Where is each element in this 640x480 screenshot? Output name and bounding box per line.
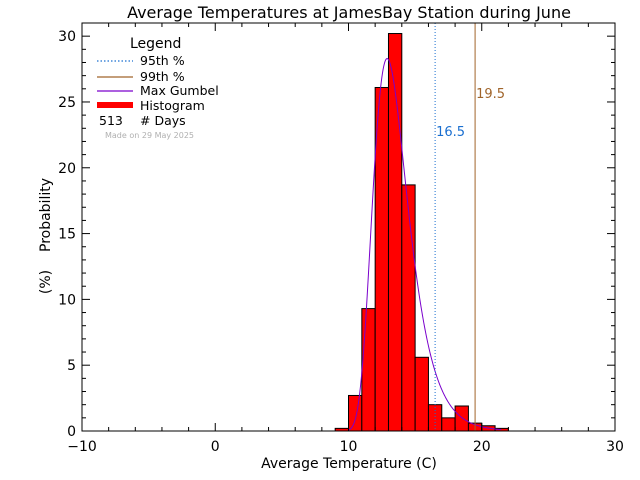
x-tick-label: 30 xyxy=(606,439,624,455)
y-tick-label: 25 xyxy=(58,95,76,111)
y-axis-label-top: Probability xyxy=(38,178,54,252)
legend-title: Legend xyxy=(130,36,181,52)
histogram-bar xyxy=(401,184,416,432)
percentile-label-p95: 16.5 xyxy=(436,125,465,140)
gumbel-curve xyxy=(348,58,502,431)
y-tick-label: 20 xyxy=(58,161,76,177)
x-tick-label: −10 xyxy=(67,439,97,455)
histogram-bar xyxy=(414,356,429,432)
percentile-lines: 16.5 19.5 xyxy=(434,23,505,431)
y-tick-label: 0 xyxy=(67,424,76,440)
y-tick-label: 30 xyxy=(58,29,76,45)
y-axis-label-bottom: (%) xyxy=(38,270,54,294)
histogram-bar xyxy=(361,308,376,432)
histogram-bar xyxy=(441,417,456,432)
legend: Legend 95th % 99th % Max Gumbel Histogra… xyxy=(97,36,219,140)
y-tick-label: 10 xyxy=(58,292,76,308)
legend-label-histogram: Histogram xyxy=(140,98,205,113)
x-tick-label: 10 xyxy=(340,439,358,455)
histogram-bar xyxy=(348,394,363,432)
legend-days-label: # Days xyxy=(140,113,186,128)
chart-title: Average Temperatures at JamesBay Station… xyxy=(127,3,571,22)
x-tick-label: 20 xyxy=(473,439,491,455)
legend-label-gumbel: Max Gumbel xyxy=(140,83,219,98)
percentile-label-p99: 19.5 xyxy=(476,87,505,102)
histogram-bar xyxy=(454,405,469,432)
histogram-bar xyxy=(427,404,443,432)
x-axis-label: Average Temperature (C) xyxy=(261,456,437,472)
histogram-bar xyxy=(374,86,389,432)
y-tick-label: 15 xyxy=(58,227,76,243)
legend-label-95th: 95th % xyxy=(140,53,185,68)
x-tick-label: 0 xyxy=(211,439,220,455)
legend-label-99th: 99th % xyxy=(140,69,185,84)
y-tick-label: 5 xyxy=(67,358,76,374)
made-on-note: Made on 29 May 2025 xyxy=(105,131,194,140)
legend-days-count: 513 xyxy=(99,113,123,128)
